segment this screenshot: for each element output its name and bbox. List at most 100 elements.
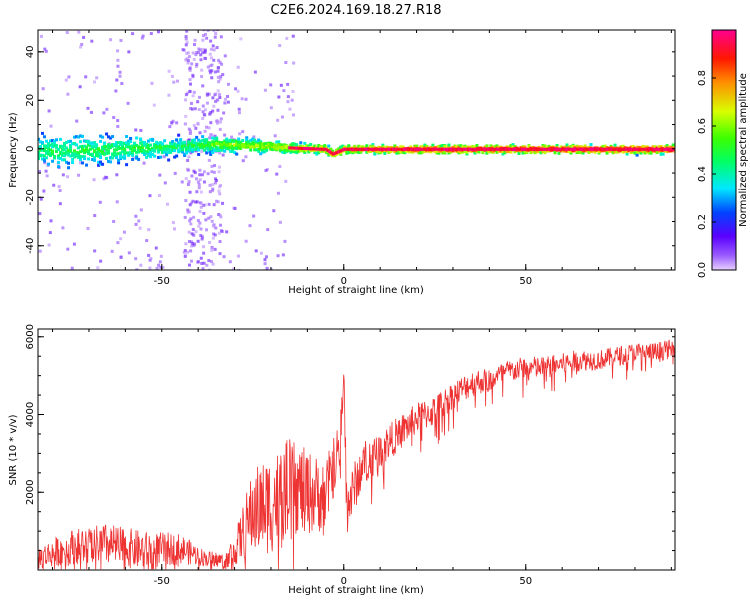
spectrogram-cell bbox=[397, 151, 401, 155]
spectrogram-cell bbox=[275, 147, 279, 151]
spectrogram-cells bbox=[38, 30, 675, 270]
spectrogram-cell bbox=[657, 149, 661, 153]
spectrogram-cell bbox=[489, 144, 493, 148]
spectrogram-cell bbox=[286, 82, 290, 86]
spectrogram-cell bbox=[63, 151, 67, 155]
spectrogram-cell bbox=[113, 152, 117, 156]
spectrogram-cell bbox=[115, 173, 119, 177]
spectrogram-cell bbox=[149, 150, 153, 154]
spectrogram-cell bbox=[227, 139, 231, 143]
spectrogram-cell bbox=[257, 138, 261, 142]
spectrogram-cell bbox=[499, 147, 503, 151]
spectrogram-cell bbox=[189, 259, 193, 263]
spectrogram-cell bbox=[490, 147, 494, 151]
spectrogram-cell bbox=[198, 210, 202, 214]
x-tick-label: 50 bbox=[519, 276, 532, 287]
spectrogram-cell bbox=[199, 190, 203, 194]
spectrogram-cell bbox=[208, 112, 212, 116]
spectrogram-cell bbox=[65, 140, 69, 144]
spectrogram-cell bbox=[211, 140, 215, 144]
spectrogram-cell bbox=[278, 220, 282, 224]
spectrogram-cell bbox=[200, 75, 204, 79]
spectrogram-cell bbox=[524, 147, 528, 151]
spectrogram-cell bbox=[217, 58, 221, 62]
spectrogram-cell bbox=[587, 150, 591, 154]
spectrogram-cell bbox=[43, 47, 47, 51]
spectrogram-cell bbox=[201, 84, 205, 88]
spectrogram-cell bbox=[199, 139, 203, 143]
spectrogram-cell bbox=[650, 147, 654, 151]
spectrogram-cell bbox=[468, 147, 472, 151]
spectrogram-cell bbox=[61, 153, 65, 157]
spectrogram-cell bbox=[664, 147, 668, 151]
spectrogram-cell bbox=[324, 147, 328, 151]
spectrogram-cell bbox=[317, 151, 321, 155]
spectrogram-cell bbox=[306, 147, 310, 151]
spectrogram-cell bbox=[58, 189, 62, 193]
spectrogram-cell bbox=[290, 98, 294, 102]
spectrogram-cell bbox=[607, 149, 611, 153]
spectrogram-cell bbox=[223, 139, 227, 143]
spectrogram-cell bbox=[119, 237, 123, 241]
spectrogram-cell bbox=[467, 145, 471, 149]
spectrogram-cell bbox=[220, 62, 224, 66]
spectrogram-cell bbox=[202, 245, 206, 249]
spectrogram-cell bbox=[287, 149, 291, 153]
spectrogram-cell bbox=[143, 153, 147, 157]
spectrogram-cell bbox=[195, 51, 199, 55]
spectrogram-cell bbox=[216, 66, 220, 70]
spectrogram-panel: -50 0 50 -40 -20 0 20 40 Height of straight li… bbox=[8, 29, 676, 296]
spectrogram-cell bbox=[226, 82, 230, 86]
spectrogram-cell bbox=[665, 150, 669, 154]
spectrogram-cell bbox=[628, 147, 632, 151]
spectrogram-cell bbox=[555, 144, 559, 148]
spectrogram-cell bbox=[569, 151, 573, 155]
spectrogram-cell bbox=[217, 140, 221, 144]
spectrogram-cell bbox=[641, 149, 645, 153]
spectrogram-cell bbox=[257, 147, 261, 151]
spectrogram-cell bbox=[219, 215, 223, 219]
spectrogram-cell bbox=[116, 49, 120, 53]
spectrogram-cell bbox=[673, 145, 675, 149]
spectrogram-cell bbox=[545, 149, 549, 153]
spectrogram-cell bbox=[119, 154, 123, 158]
spectrogram-cell bbox=[213, 247, 217, 251]
spectrogram-cell bbox=[667, 145, 671, 149]
spectrogram-cell bbox=[415, 149, 419, 153]
spectrogram-cell bbox=[219, 143, 223, 147]
spectrogram-cell bbox=[257, 142, 261, 146]
colorbar-tick-label: 0.2 bbox=[697, 214, 708, 230]
spectrogram-cell bbox=[327, 153, 331, 157]
spectrogram-cell bbox=[161, 142, 165, 146]
spectrogram-cell bbox=[113, 143, 117, 147]
spectrogram-cell bbox=[218, 120, 222, 124]
spectrogram-cell bbox=[259, 146, 263, 150]
spectrogram-cell bbox=[193, 107, 197, 111]
spectrogram-cell bbox=[389, 150, 393, 154]
spectrogram-cell bbox=[285, 146, 289, 150]
spectrogram-cell bbox=[239, 140, 243, 144]
spectrogram-cell bbox=[57, 165, 61, 169]
spectrogram-cell bbox=[177, 144, 181, 148]
spectrogram-cell bbox=[196, 100, 200, 104]
spectrogram-cell bbox=[249, 144, 253, 148]
spectrogram-cell bbox=[197, 224, 201, 228]
spectrogram-cell bbox=[198, 173, 202, 177]
spectrogram-cell bbox=[212, 232, 216, 236]
spectrogram-cell bbox=[209, 143, 213, 147]
spectrogram-cell bbox=[93, 249, 97, 253]
spectrogram-cell bbox=[237, 111, 241, 115]
spectrogram-cell bbox=[53, 139, 57, 143]
spectrogram-cell bbox=[226, 94, 230, 98]
spectrogram-cell bbox=[177, 133, 181, 137]
spectrogram-cell bbox=[218, 60, 222, 64]
spectrogram-cell bbox=[419, 151, 423, 155]
spectrogram-cell bbox=[393, 149, 397, 153]
spectrogram-cell bbox=[81, 155, 85, 159]
spectrogram-cell bbox=[502, 147, 506, 151]
spectrogram-cell bbox=[249, 142, 253, 146]
spectrogram-cell bbox=[439, 146, 443, 150]
spectrogram-cell bbox=[211, 142, 215, 146]
spectrogram-cell bbox=[253, 145, 257, 149]
spectrogram-cell bbox=[619, 146, 623, 150]
